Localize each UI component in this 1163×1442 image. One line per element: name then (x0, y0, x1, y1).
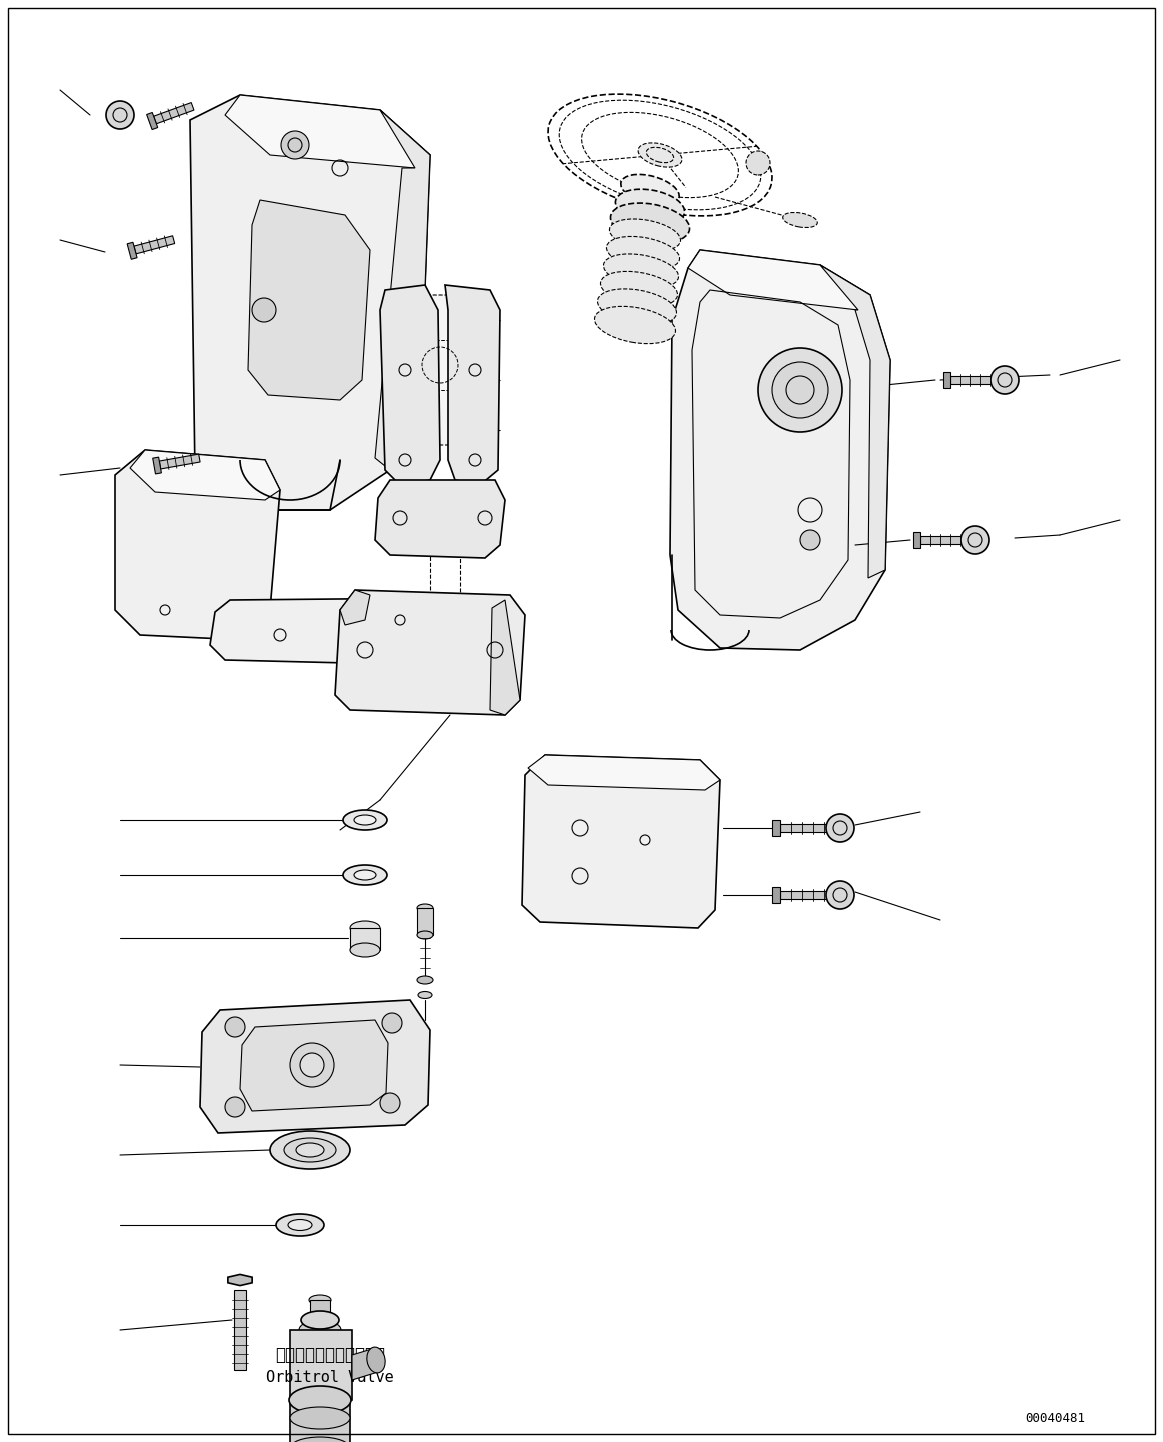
Polygon shape (115, 450, 280, 640)
Circle shape (252, 298, 276, 322)
Polygon shape (147, 112, 158, 130)
Circle shape (826, 881, 854, 908)
Ellipse shape (284, 1138, 336, 1162)
Polygon shape (688, 249, 870, 310)
Circle shape (281, 131, 309, 159)
Ellipse shape (297, 1144, 324, 1156)
Polygon shape (311, 1301, 330, 1318)
Ellipse shape (418, 992, 431, 998)
Polygon shape (340, 590, 370, 624)
Circle shape (800, 531, 820, 549)
Circle shape (380, 1093, 400, 1113)
Polygon shape (224, 95, 430, 169)
Polygon shape (920, 536, 970, 544)
Ellipse shape (270, 1131, 350, 1169)
Polygon shape (950, 376, 1000, 384)
Polygon shape (490, 600, 520, 715)
Polygon shape (152, 457, 162, 474)
Ellipse shape (611, 203, 690, 242)
Ellipse shape (276, 1214, 324, 1236)
Polygon shape (772, 887, 780, 903)
Ellipse shape (343, 865, 387, 885)
Circle shape (106, 101, 134, 128)
Polygon shape (374, 110, 430, 470)
Ellipse shape (288, 1220, 312, 1230)
Polygon shape (290, 1400, 350, 1442)
Text: Orbitrol Valve: Orbitrol Valve (266, 1370, 394, 1386)
Text: オービットロールバルブ: オービットロールバルブ (274, 1345, 385, 1364)
Polygon shape (130, 450, 280, 500)
Polygon shape (418, 908, 433, 934)
Circle shape (758, 348, 842, 433)
Circle shape (224, 1097, 245, 1118)
Polygon shape (780, 891, 835, 898)
Polygon shape (134, 236, 174, 254)
Polygon shape (374, 480, 505, 558)
Polygon shape (290, 1330, 352, 1400)
Polygon shape (248, 200, 370, 399)
Ellipse shape (309, 1295, 331, 1305)
Ellipse shape (418, 904, 433, 911)
Ellipse shape (366, 1347, 385, 1373)
Circle shape (772, 362, 828, 418)
Circle shape (961, 526, 989, 554)
Ellipse shape (418, 976, 433, 983)
Circle shape (224, 1017, 245, 1037)
Polygon shape (670, 249, 890, 650)
Polygon shape (335, 590, 525, 715)
Polygon shape (350, 929, 380, 950)
Polygon shape (352, 1348, 378, 1380)
Ellipse shape (604, 254, 678, 288)
Text: 00040481: 00040481 (1025, 1412, 1085, 1425)
Polygon shape (820, 265, 890, 578)
Polygon shape (445, 286, 500, 485)
Polygon shape (159, 454, 200, 469)
Ellipse shape (638, 143, 682, 167)
Ellipse shape (418, 932, 433, 939)
Ellipse shape (606, 236, 679, 270)
Circle shape (290, 1043, 334, 1087)
Polygon shape (234, 1291, 247, 1370)
Circle shape (991, 366, 1019, 394)
Ellipse shape (299, 1319, 341, 1340)
Polygon shape (228, 1275, 252, 1286)
Polygon shape (200, 999, 430, 1133)
Ellipse shape (600, 271, 678, 307)
Circle shape (381, 1012, 402, 1032)
Ellipse shape (783, 212, 818, 228)
Ellipse shape (621, 174, 679, 206)
Ellipse shape (598, 288, 677, 324)
Ellipse shape (290, 1438, 350, 1442)
Polygon shape (190, 95, 430, 510)
Polygon shape (380, 286, 440, 485)
Ellipse shape (354, 815, 376, 825)
Ellipse shape (354, 870, 376, 880)
Ellipse shape (350, 943, 380, 957)
Polygon shape (772, 820, 780, 836)
Circle shape (300, 1053, 324, 1077)
Polygon shape (913, 532, 920, 548)
Ellipse shape (594, 306, 676, 343)
Ellipse shape (609, 219, 680, 251)
Circle shape (826, 813, 854, 842)
Polygon shape (780, 823, 835, 832)
Polygon shape (154, 102, 194, 124)
Ellipse shape (301, 1311, 338, 1330)
Polygon shape (528, 756, 720, 790)
Ellipse shape (288, 1386, 351, 1415)
Ellipse shape (290, 1407, 350, 1429)
Polygon shape (408, 296, 475, 446)
Polygon shape (240, 1019, 388, 1110)
Ellipse shape (350, 921, 380, 934)
Ellipse shape (343, 810, 387, 831)
Circle shape (745, 151, 770, 174)
Polygon shape (942, 372, 950, 388)
Polygon shape (211, 598, 461, 665)
Ellipse shape (615, 189, 685, 225)
Polygon shape (127, 242, 137, 260)
Polygon shape (522, 756, 720, 929)
